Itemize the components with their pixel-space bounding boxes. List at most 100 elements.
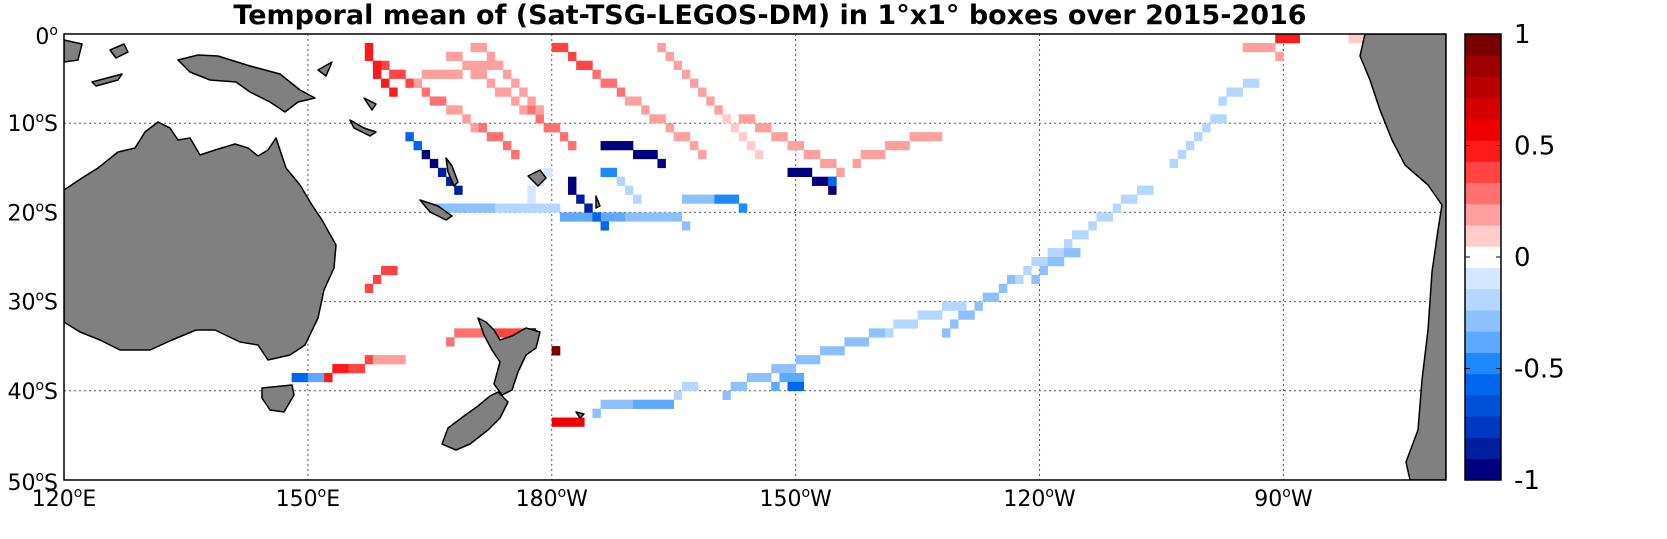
data-cell <box>584 203 593 213</box>
land-layer <box>64 34 1446 480</box>
data-cell <box>1250 78 1260 88</box>
y-tick-label: 20oS <box>7 199 58 226</box>
data-cell <box>421 87 431 97</box>
colorbar-segment <box>1465 437 1501 460</box>
x-tick-label: 180oW <box>516 485 589 512</box>
data-cell <box>576 194 585 204</box>
data-cell <box>608 212 618 222</box>
data-cell <box>893 319 902 329</box>
data-cell <box>478 42 488 53</box>
data-cell <box>535 105 544 115</box>
data-cell <box>779 364 788 374</box>
data-cell <box>600 212 609 222</box>
data-cell <box>511 203 520 213</box>
data-cell <box>641 399 650 409</box>
data-cell <box>649 399 658 409</box>
data-cell <box>689 78 699 88</box>
data-cell <box>917 310 927 320</box>
data-cell <box>616 212 626 222</box>
land-australia <box>64 121 337 361</box>
data-cell <box>1063 248 1073 258</box>
data-cell <box>657 42 666 53</box>
data-cell <box>755 372 764 383</box>
data-cell <box>502 141 512 151</box>
data-cell <box>372 69 382 79</box>
data-cell <box>738 114 748 124</box>
data-cell <box>860 337 870 347</box>
data-cell <box>1112 203 1122 213</box>
data-cell <box>389 87 398 97</box>
data-cell <box>551 123 561 133</box>
y-tick-label: 0o <box>35 23 58 50</box>
data-cell <box>811 355 821 365</box>
data-cell <box>1267 42 1276 53</box>
y-tick-label: 30oS <box>7 289 58 316</box>
data-cell <box>1015 274 1024 285</box>
data-cell <box>389 265 398 276</box>
data-cell <box>738 132 748 142</box>
data-cell <box>559 212 569 222</box>
colorbar-segment <box>1465 182 1501 205</box>
data-cell <box>746 114 756 124</box>
data-cell <box>299 372 309 383</box>
data-cell <box>649 149 658 160</box>
data-cell <box>478 69 488 79</box>
data-cell <box>608 78 618 88</box>
data-cell <box>673 60 683 70</box>
data-cell <box>1088 221 1097 231</box>
data-cell <box>568 417 577 427</box>
data-cell <box>624 212 634 222</box>
data-cell <box>633 212 642 222</box>
data-cell <box>657 114 666 124</box>
data-cell <box>730 194 740 204</box>
data-cell <box>470 328 479 338</box>
colorbar-tick-labels: 1 0.5 0 -0.5 -1 <box>1465 20 1565 496</box>
data-cell <box>486 203 496 213</box>
data-cell <box>446 69 455 79</box>
data-cell <box>673 212 683 222</box>
data-cell <box>633 149 642 160</box>
land-vanuatu <box>445 157 459 187</box>
data-cell <box>811 176 821 186</box>
data-cell <box>1242 78 1252 88</box>
data-cell <box>1047 248 1057 258</box>
data-cell <box>771 132 780 142</box>
data-cell <box>429 69 439 79</box>
land-timor <box>91 73 123 87</box>
data-cell <box>844 337 853 347</box>
data-cell <box>454 328 463 338</box>
data-cell <box>876 149 886 160</box>
data-cell <box>291 372 301 383</box>
land-sulawesi <box>64 39 83 63</box>
colorbar-segment <box>1465 97 1501 120</box>
colorbar-segment <box>1465 373 1501 396</box>
colorbar <box>1465 34 1501 481</box>
data-cell <box>494 132 504 142</box>
y-tick-label: 40oS <box>7 378 58 405</box>
data-cell <box>681 194 691 204</box>
colorbar-tick-label: 0.5 <box>1514 132 1555 162</box>
data-cell <box>608 399 618 409</box>
data-cell <box>763 123 772 133</box>
data-cell <box>535 203 544 213</box>
data-cell <box>568 185 577 195</box>
data-cell <box>340 364 349 374</box>
data-cell <box>852 337 861 347</box>
data-cell <box>576 60 585 70</box>
colorbar-tick-label: -1 <box>1514 466 1540 496</box>
data-cell <box>1080 230 1089 240</box>
data-cell <box>462 203 471 213</box>
data-cell <box>364 355 374 365</box>
data-cell <box>1283 34 1292 44</box>
data-cell <box>446 203 455 213</box>
data-cell <box>722 194 731 204</box>
data-cell <box>592 69 601 79</box>
data-cell <box>494 87 504 97</box>
data-cell <box>665 51 675 62</box>
data-cell <box>665 399 675 409</box>
colorbar-segment <box>1465 34 1501 56</box>
data-cell <box>437 69 447 79</box>
data-cell <box>698 194 707 204</box>
land-new-caledonia <box>419 199 453 221</box>
data-cell <box>1031 257 1040 267</box>
